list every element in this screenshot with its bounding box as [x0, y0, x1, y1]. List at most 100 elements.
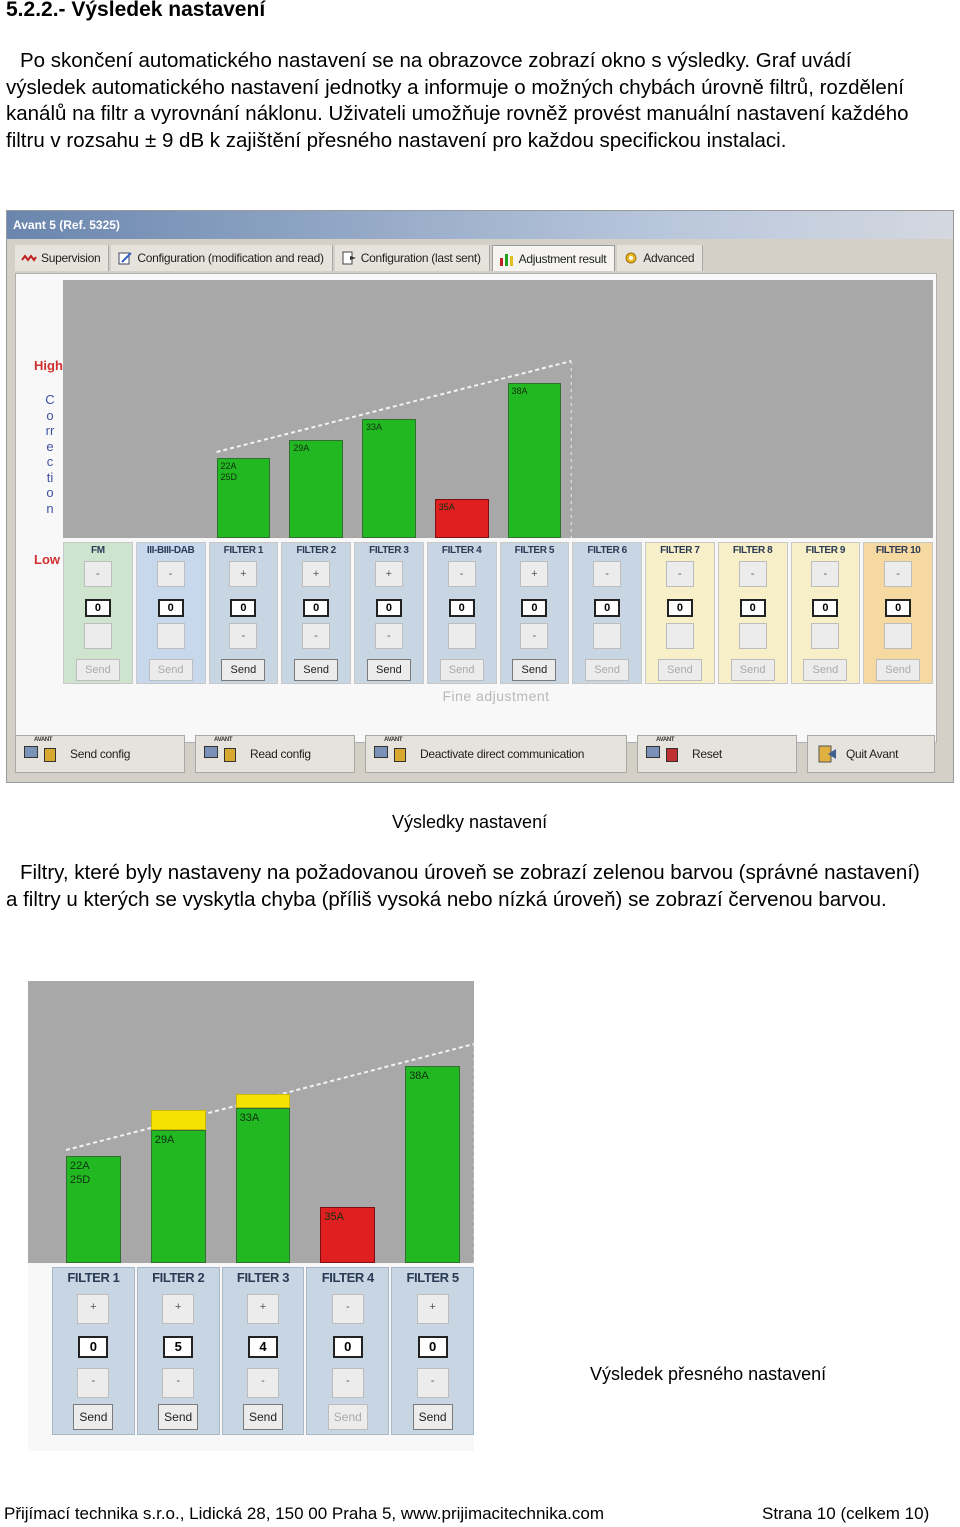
decrease-button[interactable]: -: [246, 1368, 279, 1398]
send-button[interactable]: Send: [158, 1404, 199, 1430]
deactivate-communication-button[interactable]: AVANT Deactivate direct communication: [365, 735, 627, 773]
document-arrow-icon: [342, 251, 356, 265]
decrease-button[interactable]: -: [229, 623, 258, 649]
increase-button[interactable]: +: [162, 1294, 195, 1324]
figure-caption-2: Výsledek přesného nastavení: [590, 1364, 827, 1384]
channel-value: 0: [332, 1336, 363, 1358]
channel-value: 0: [84, 599, 111, 617]
tab-configuration-last-sent[interactable]: Configuration (last sent): [334, 245, 490, 271]
send-button[interactable]: Send: [294, 659, 339, 681]
send-button[interactable]: Send: [221, 659, 266, 681]
decrease-button[interactable]: [447, 623, 476, 649]
channel-strip: FILTER 1 +0 - Send: [208, 542, 279, 684]
decrease-button[interactable]: [884, 623, 913, 649]
channel-name: FILTER 9: [805, 545, 846, 556]
send-button[interactable]: Send: [366, 659, 411, 681]
increase-button[interactable]: +: [302, 561, 331, 587]
send-button[interactable]: Send: [73, 1404, 114, 1430]
channel-name: FILTER 6: [587, 545, 627, 556]
increase-button[interactable]: +: [246, 1294, 279, 1324]
low-label: Low: [34, 552, 60, 567]
channel-strip: FILTER 8 - 0 Send: [717, 542, 788, 684]
channel-name: FILTER 10: [875, 545, 921, 556]
increase-button[interactable]: +: [416, 1294, 449, 1324]
send-button[interactable]: Send: [585, 659, 630, 681]
increase-button[interactable]: -: [884, 561, 913, 587]
decrease-button[interactable]: [811, 623, 840, 649]
channel-strip: FILTER 2 +0 - Send: [281, 542, 351, 684]
increase-button[interactable]: -: [447, 561, 476, 587]
increase-button[interactable]: -: [593, 561, 622, 587]
decrease-button[interactable]: [156, 623, 185, 649]
send-button[interactable]: Send: [512, 659, 557, 681]
decrease-button[interactable]: [665, 623, 694, 649]
send-button[interactable]: Send: [412, 1404, 453, 1430]
increase-button[interactable]: +: [229, 561, 258, 587]
increase-button[interactable]: +: [520, 561, 549, 587]
quit-avant-button[interactable]: Quit Avant: [807, 735, 935, 773]
send-button[interactable]: Send: [657, 659, 702, 681]
bar-channel-label: 38A: [409, 1070, 429, 1082]
tab-advanced[interactable]: Advanced: [617, 245, 704, 271]
send-button[interactable]: Send: [148, 659, 193, 681]
decrease-button[interactable]: -: [302, 623, 331, 649]
channel-value: 0: [594, 599, 621, 617]
increase-button[interactable]: -: [156, 561, 185, 587]
channel-value: 0: [521, 599, 548, 617]
increase-button[interactable]: +: [374, 561, 403, 587]
increase-button[interactable]: -: [331, 1294, 364, 1324]
decrease-button[interactable]: [738, 623, 767, 649]
decrease-button[interactable]: [83, 623, 112, 649]
increase-button[interactable]: -: [811, 561, 840, 587]
bar-channel-label: 35A: [324, 1211, 344, 1223]
channel-strip: FILTER 7 - 0 Send: [645, 542, 715, 684]
channel-name: FILTER 2: [296, 545, 336, 556]
explanation-paragraph: Filtry, které byly nastaveny na požadova…: [6, 861, 920, 911]
level-bar: 33A: [235, 1108, 291, 1263]
tab-adjustment-result[interactable]: Adjustment result: [491, 245, 616, 271]
channel-value: 0: [812, 599, 839, 617]
send-button[interactable]: Send: [439, 659, 484, 681]
decrease-button[interactable]: -: [416, 1368, 449, 1398]
decrease-button[interactable]: -: [77, 1368, 110, 1398]
read-config-button[interactable]: AVANT Read config: [195, 735, 355, 773]
decrease-button[interactable]: -: [520, 623, 549, 649]
increase-button[interactable]: +: [77, 1294, 110, 1324]
channel-strip: FILTER 5 +0 - Send: [499, 542, 570, 684]
channel-name: FILTER 4: [321, 1270, 375, 1285]
decrease-button[interactable]: -: [162, 1368, 195, 1398]
tab-configuration-modification[interactable]: Configuration (modification and read): [111, 245, 333, 271]
decrease-button[interactable]: [593, 623, 622, 649]
decrease-button[interactable]: -: [374, 623, 403, 649]
channel-name: FILTER 5: [514, 545, 555, 556]
send-button[interactable]: Send: [730, 659, 775, 681]
level-bar: 29A: [150, 1130, 206, 1263]
bar-channel-label: 38A: [511, 386, 528, 396]
adjustment-chart: 22A 25D 29A 33A 35A 38A: [63, 280, 933, 538]
increase-button[interactable]: -: [83, 561, 112, 587]
level-bar: 29A: [289, 440, 343, 538]
bar-channel-label: 29A: [293, 443, 310, 453]
level-bar: 22A 25D: [66, 1156, 121, 1263]
channel-value: 4: [247, 1336, 278, 1358]
channel-name: FILTER 4: [441, 545, 482, 556]
send-button[interactable]: Send: [876, 659, 921, 681]
channel-value: 0: [885, 599, 912, 617]
tab-bar: Supervision Configuration (modification …: [15, 245, 705, 271]
send-button[interactable]: Send: [803, 659, 848, 681]
send-button[interactable]: Send: [242, 1404, 283, 1430]
increase-button[interactable]: -: [738, 561, 767, 587]
bar-channel-label: 22A 25D: [70, 1160, 91, 1186]
decrease-button[interactable]: -: [331, 1368, 364, 1398]
send-button[interactable]: Send: [327, 1404, 368, 1430]
gear-icon: [625, 252, 637, 264]
send-config-button[interactable]: AVANT Send config: [15, 735, 185, 773]
footer-company: Přijímací technika s.r.o., Lidická 28, 1…: [4, 1504, 604, 1523]
waveform-icon: [21, 254, 37, 262]
reset-button[interactable]: AVANT Reset: [637, 735, 797, 773]
increase-button[interactable]: -: [665, 561, 694, 587]
tab-supervision[interactable]: Supervision: [15, 245, 110, 271]
send-button[interactable]: Send: [75, 659, 120, 681]
adjustment-increment: [150, 1110, 206, 1130]
device-to-computer-icon: AVANT: [204, 737, 242, 766]
